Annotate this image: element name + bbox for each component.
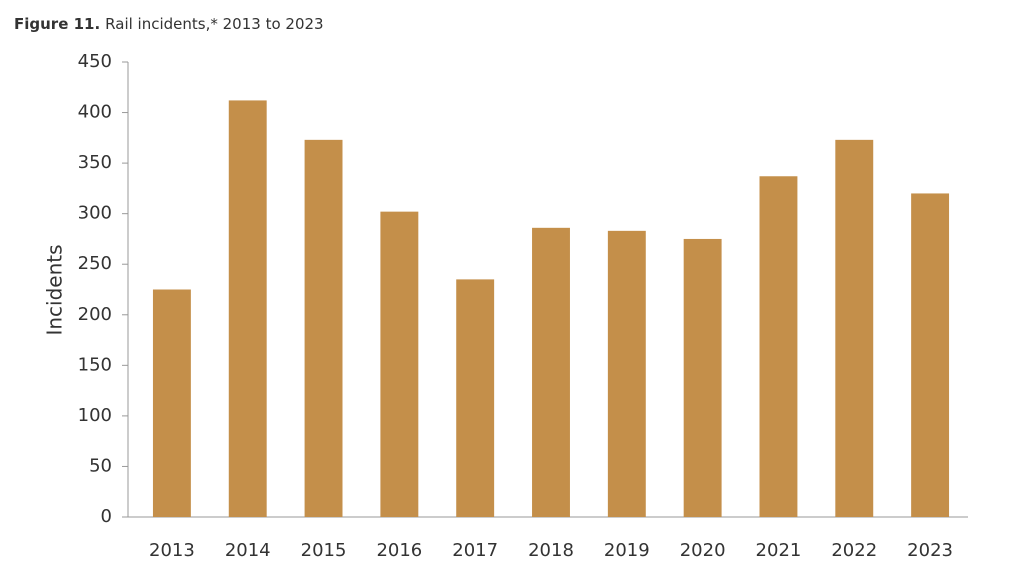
bar (228, 100, 267, 517)
bar (607, 230, 646, 517)
y-tick-label: 50 (89, 455, 112, 476)
chart-title-block: Figure 11. Rail incidents,* 2013 to 2023 (14, 15, 324, 33)
bar (380, 211, 419, 517)
x-tick-label: 2021 (756, 540, 802, 561)
y-tick-label: 150 (78, 354, 112, 375)
x-tick-label: 2015 (301, 540, 347, 561)
x-tick-label: 2018 (528, 540, 574, 561)
x-tick-label: 2022 (831, 540, 877, 561)
x-tick-label: 2016 (376, 540, 422, 561)
x-tick-label: 2013 (149, 540, 195, 561)
x-tick-label: 2017 (452, 540, 498, 561)
x-tick-label: 2019 (604, 540, 650, 561)
x-tick-label: 2023 (907, 540, 953, 561)
y-tick-label: 400 (78, 102, 112, 123)
y-tick-label: 450 (78, 51, 112, 72)
bar (835, 139, 874, 517)
bar (532, 227, 570, 518)
y-tick-label: 350 (78, 152, 112, 173)
figure-label: Figure 11. (14, 15, 100, 33)
bar (759, 176, 798, 517)
bar (911, 193, 950, 517)
bar (683, 238, 722, 517)
y-tick-label: 300 (78, 203, 112, 224)
y-tick-label: 100 (78, 405, 112, 426)
y-axis-label: Incidents (43, 244, 67, 335)
y-tick-label: 200 (78, 304, 112, 325)
bar (456, 279, 495, 517)
y-tick-label: 250 (78, 253, 112, 274)
x-tick-label: 2020 (680, 540, 726, 561)
bar (304, 139, 343, 517)
bar (152, 289, 191, 517)
x-tick-label: 2014 (225, 540, 271, 561)
y-tick-label: 0 (101, 506, 112, 527)
chart-title: Rail incidents,* 2013 to 2023 (105, 15, 323, 33)
